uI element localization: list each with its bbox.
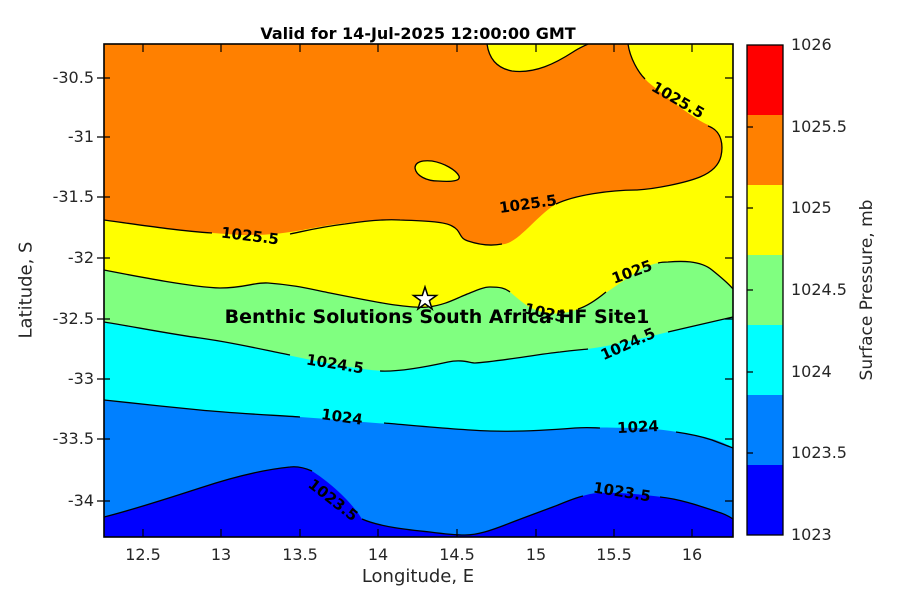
- y-tick-label: -32.5: [52, 309, 94, 328]
- plot-area-frame: [103, 43, 734, 538]
- y-tick-label: -34: [67, 491, 94, 510]
- colorbar-tick-label: 1025.5: [791, 117, 847, 136]
- x-tick-label: 14: [367, 545, 389, 564]
- cb-band-red: [747, 45, 783, 115]
- band-darkblue: [104, 466, 733, 537]
- y-tick-label: -33.5: [52, 429, 94, 448]
- y-tick-label: -31: [67, 127, 94, 146]
- contour-lines: [104, 44, 733, 536]
- cb-band-yellow: [747, 185, 783, 255]
- site-star-icon: [411, 284, 439, 311]
- colorbar-tick-label: 1026: [791, 35, 832, 54]
- plot-title: Valid for 14-Jul-2025 12:00:00 GMT: [260, 24, 576, 43]
- y-tick-label: -33: [67, 369, 94, 388]
- colorbar-ticks: [747, 126, 753, 454]
- colorbar-tick-label: 1023: [791, 525, 832, 544]
- cb-band-orange: [747, 115, 783, 185]
- cb-band-cyan: [747, 325, 783, 395]
- x-axis-label: Longitude, E: [361, 566, 475, 587]
- colorbar-tick-label: 1025: [791, 198, 832, 217]
- x-tick-label: 15: [525, 545, 547, 564]
- y-axis-label: Latitude, S: [15, 241, 37, 339]
- x-tick-label: 13: [210, 545, 232, 564]
- x-tick-label: 14.5: [439, 545, 475, 564]
- yellow-patch-top: [487, 44, 588, 72]
- x-tick-label: 16: [681, 545, 703, 564]
- colorbar-tick-label: 1023.5: [791, 443, 847, 462]
- colorbar-frame: [746, 44, 784, 536]
- colorbar-tick-label: 1024.5: [791, 280, 847, 299]
- site-annotation: Benthic Solutions South Africa HF Site1: [224, 306, 650, 328]
- colorbar-tick-label: 1024: [791, 362, 832, 381]
- contour-label: 1024: [616, 416, 660, 438]
- cb-band-blue: [747, 395, 783, 465]
- cb-band-darkblue: [747, 465, 783, 535]
- y-tick-label: -32: [67, 248, 94, 267]
- contour-band-fills: [104, 44, 733, 537]
- x-tick-label: 15.5: [596, 545, 632, 564]
- y-tick-label: -30.5: [52, 68, 94, 87]
- x-tick-label: 12.5: [125, 545, 161, 564]
- x-tick-label: 13.5: [282, 545, 318, 564]
- colorbar: [746, 44, 784, 536]
- y-tick-label: -31.5: [52, 187, 94, 206]
- yellow-island: [415, 160, 460, 182]
- colorbar-label: Surface Pressure, mb: [857, 199, 877, 381]
